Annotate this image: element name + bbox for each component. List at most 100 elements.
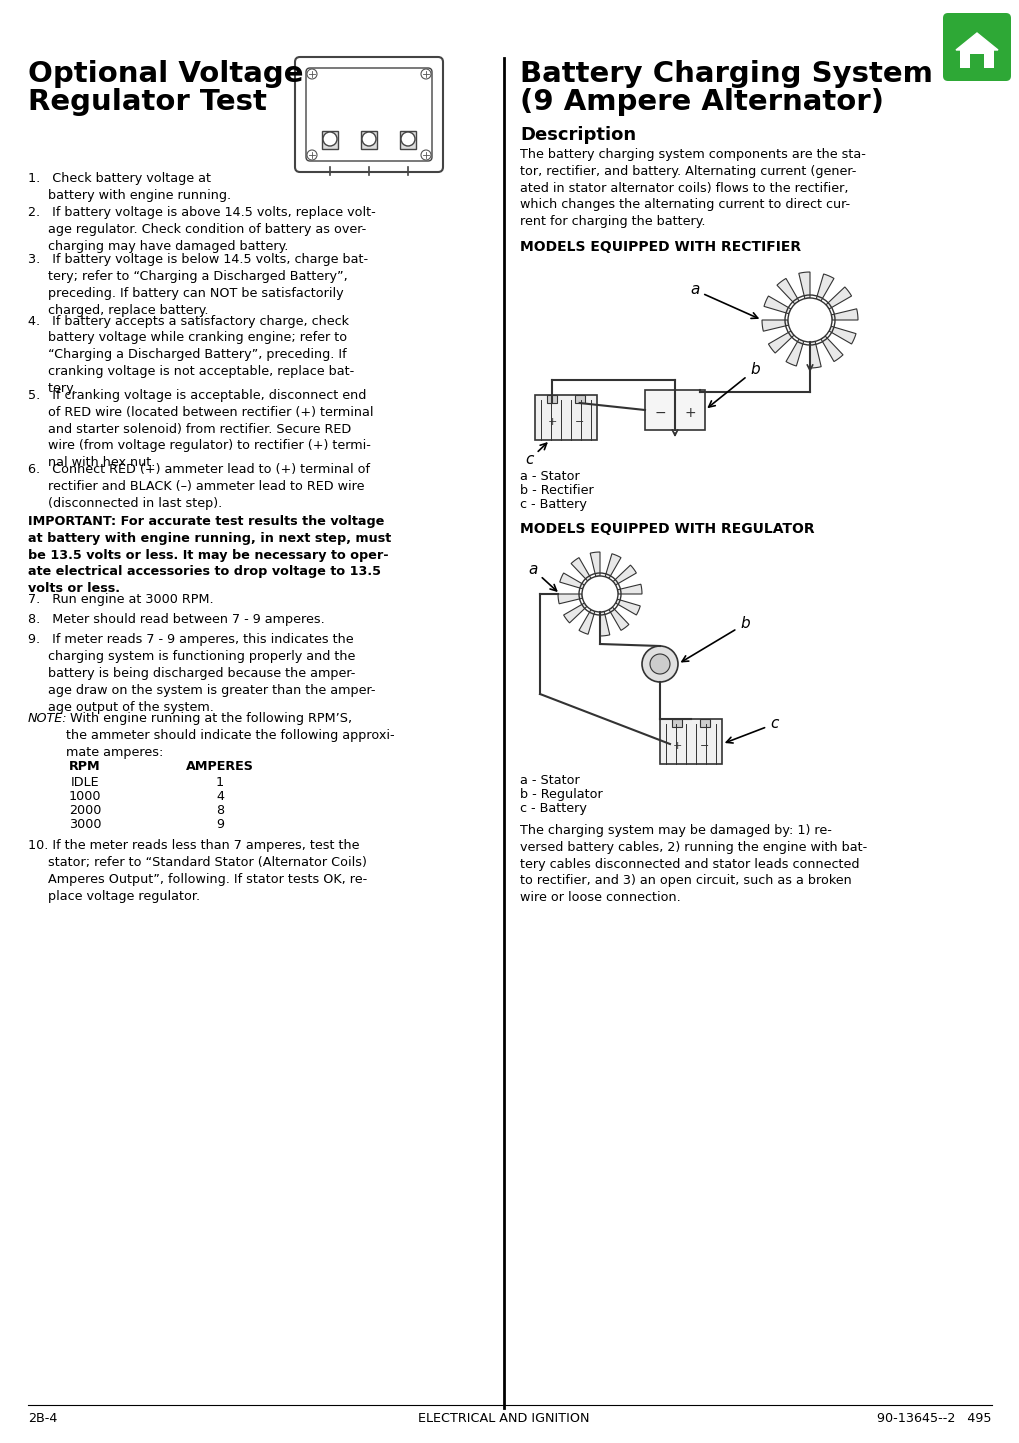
Text: 4.   If battery accepts a satisfactory charge, check
     battery voltage while : 4. If battery accepts a satisfactory cha… — [28, 315, 354, 395]
Text: c - Battery: c - Battery — [520, 802, 586, 815]
FancyBboxPatch shape — [574, 395, 584, 403]
Polygon shape — [590, 553, 599, 577]
Polygon shape — [612, 566, 636, 584]
Text: +: + — [672, 742, 682, 750]
Text: 9.   If meter reads 7 - 9 amperes, this indicates the
     charging system is fu: 9. If meter reads 7 - 9 amperes, this in… — [28, 633, 375, 714]
Text: 5.   If cranking voltage is acceptable, disconnect end
     of RED wire (located: 5. If cranking voltage is acceptable, di… — [28, 390, 373, 469]
FancyBboxPatch shape — [306, 68, 432, 162]
Text: a: a — [528, 561, 556, 590]
Polygon shape — [767, 330, 793, 354]
Text: RPM: RPM — [69, 760, 101, 773]
Circle shape — [788, 299, 832, 342]
Text: ELECTRICAL AND IGNITION: ELECTRICAL AND IGNITION — [418, 1413, 589, 1426]
Polygon shape — [828, 326, 855, 343]
Text: 8: 8 — [216, 804, 224, 817]
Circle shape — [421, 150, 431, 160]
Text: a - Stator: a - Stator — [520, 470, 579, 483]
Text: c: c — [525, 443, 546, 468]
FancyBboxPatch shape — [547, 395, 556, 403]
Text: 90-13645--2   495: 90-13645--2 495 — [876, 1413, 991, 1426]
Text: c - Battery: c - Battery — [520, 498, 586, 511]
Text: 2.   If battery voltage is above 14.5 volts, replace volt-
     age regulator. C: 2. If battery voltage is above 14.5 volt… — [28, 206, 375, 253]
Text: Optional Voltage: Optional Voltage — [28, 61, 304, 88]
Text: 2B-4: 2B-4 — [28, 1413, 57, 1426]
FancyBboxPatch shape — [672, 719, 682, 727]
Text: 6.   Connect RED (+) ammeter lead to (+) terminal of
     rectifier and BLACK (–: 6. Connect RED (+) ammeter lead to (+) t… — [28, 463, 370, 509]
Circle shape — [649, 654, 669, 674]
Polygon shape — [608, 608, 629, 631]
FancyBboxPatch shape — [943, 13, 1010, 81]
Text: (9 Ampere Alternator): (9 Ampere Alternator) — [520, 88, 883, 115]
Text: a - Stator: a - Stator — [520, 773, 579, 786]
Text: MODELS EQUIPPED WITH REGULATOR: MODELS EQUIPPED WITH REGULATOR — [520, 522, 814, 535]
Text: b: b — [708, 362, 759, 407]
Text: −: − — [575, 417, 584, 427]
Circle shape — [641, 646, 678, 683]
Text: −: − — [699, 742, 708, 750]
Text: +: + — [684, 405, 695, 420]
Text: IDLE: IDLE — [70, 775, 99, 788]
Text: 10. If the meter reads less than 7 amperes, test the
     stator; refer to “Stan: 10. If the meter reads less than 7 amper… — [28, 840, 367, 903]
Polygon shape — [579, 609, 594, 635]
Text: 4: 4 — [216, 789, 224, 802]
FancyBboxPatch shape — [699, 719, 709, 727]
Polygon shape — [763, 296, 790, 313]
Circle shape — [362, 131, 376, 146]
FancyBboxPatch shape — [644, 390, 704, 430]
Circle shape — [323, 131, 336, 146]
Text: Regulator Test: Regulator Test — [28, 88, 267, 115]
Text: MODELS EQUIPPED WITH RECTIFIER: MODELS EQUIPPED WITH RECTIFIER — [520, 240, 800, 254]
Text: Battery Charging System: Battery Charging System — [520, 61, 932, 88]
Text: AMPERES: AMPERES — [185, 760, 254, 773]
Polygon shape — [761, 320, 788, 332]
Polygon shape — [820, 336, 843, 362]
Text: 1000: 1000 — [68, 789, 101, 802]
FancyBboxPatch shape — [361, 131, 377, 149]
Polygon shape — [615, 599, 640, 615]
Text: NOTE:: NOTE: — [28, 711, 67, 724]
FancyBboxPatch shape — [969, 53, 983, 68]
Circle shape — [307, 150, 317, 160]
Text: The battery charging system components are the sta-
tor, rectifier, and battery.: The battery charging system components a… — [520, 149, 865, 228]
Text: 3000: 3000 — [68, 818, 101, 831]
Text: With engine running at the following RPM’S,
the ammeter should indicate the foll: With engine running at the following RPM… — [66, 711, 394, 759]
Text: c: c — [726, 717, 777, 743]
Text: b - Regulator: b - Regulator — [520, 788, 602, 801]
Text: 1: 1 — [216, 775, 224, 788]
FancyBboxPatch shape — [659, 719, 721, 763]
Text: −: − — [653, 405, 665, 420]
Text: 1.   Check battery voltage at
     battery with engine running.: 1. Check battery voltage at battery with… — [28, 172, 231, 202]
Text: 9: 9 — [216, 818, 224, 831]
Polygon shape — [571, 557, 590, 582]
Text: +: + — [547, 417, 556, 427]
Polygon shape — [616, 584, 641, 595]
Circle shape — [421, 69, 431, 79]
Polygon shape — [786, 339, 803, 367]
Text: IMPORTANT: For accurate test results the voltage
at battery with engine running,: IMPORTANT: For accurate test results the… — [28, 515, 391, 595]
Text: b: b — [682, 616, 749, 662]
Polygon shape — [825, 287, 851, 309]
Polygon shape — [776, 278, 798, 304]
Text: Description: Description — [520, 126, 636, 144]
FancyBboxPatch shape — [294, 58, 442, 172]
Circle shape — [400, 131, 415, 146]
Text: 3.   If battery voltage is below 14.5 volts, charge bat-
     tery; refer to “Ch: 3. If battery voltage is below 14.5 volt… — [28, 254, 368, 317]
Polygon shape — [559, 573, 584, 589]
FancyBboxPatch shape — [399, 131, 416, 149]
Polygon shape — [557, 595, 582, 603]
Polygon shape — [830, 309, 857, 320]
Text: 8.   Meter should read between 7 - 9 amperes.: 8. Meter should read between 7 - 9 amper… — [28, 613, 324, 626]
Circle shape — [307, 69, 317, 79]
FancyBboxPatch shape — [535, 395, 596, 440]
Circle shape — [582, 576, 618, 612]
Polygon shape — [809, 342, 820, 368]
Text: 2000: 2000 — [68, 804, 101, 817]
Polygon shape — [599, 612, 609, 636]
Polygon shape — [815, 274, 834, 302]
Polygon shape — [955, 33, 997, 51]
Polygon shape — [798, 271, 809, 299]
Polygon shape — [564, 603, 586, 623]
FancyBboxPatch shape — [322, 131, 337, 149]
Text: The charging system may be damaged by: 1) re-
versed battery cables, 2) running : The charging system may be damaged by: 1… — [520, 824, 866, 905]
Text: 7.   Run engine at 3000 RPM.: 7. Run engine at 3000 RPM. — [28, 593, 213, 606]
